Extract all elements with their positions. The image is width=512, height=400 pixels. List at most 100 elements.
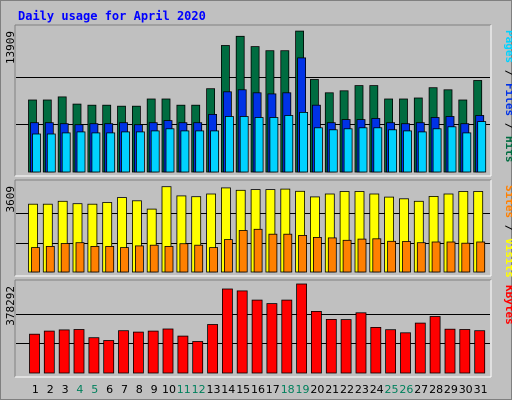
- x-tick-label: 3: [62, 383, 69, 396]
- bar-kbytes: [58, 329, 70, 374]
- y-max-label: 378292: [4, 286, 17, 326]
- bar-kbytes: [43, 330, 55, 374]
- x-tick-label: 12: [192, 383, 206, 396]
- bar-kbytes: [251, 299, 263, 374]
- x-tick-label: 18: [281, 383, 295, 396]
- x-tick-label: 1: [32, 383, 39, 396]
- bar-sites: [149, 244, 159, 273]
- bar-pages: [121, 131, 130, 173]
- bar-pages: [432, 128, 442, 173]
- bar-sites: [194, 244, 204, 273]
- bar-kbytes: [88, 337, 100, 374]
- panel-hits-files-pages: 13909 Pages / Files / Hits: [4, 24, 512, 177]
- legend-entry: Files: [503, 83, 512, 116]
- x-tick-label: 13: [207, 383, 221, 396]
- bar-kbytes: [325, 318, 337, 374]
- bar-pages: [224, 116, 234, 173]
- bar-kbytes: [281, 299, 293, 374]
- x-tick-label: 5: [91, 383, 98, 396]
- bar-sites: [327, 237, 337, 273]
- panel-visits-sites: 3609 Sites / Visits: [4, 179, 512, 278]
- bar-kbytes: [355, 312, 367, 374]
- x-tick-label: 19: [296, 383, 310, 396]
- bar-pages: [477, 121, 487, 173]
- bar-pages: [358, 127, 368, 173]
- bar-pages: [76, 131, 86, 173]
- bar-sites: [431, 241, 441, 273]
- bar-sites: [90, 245, 100, 273]
- bar-kbytes: [296, 283, 308, 374]
- x-tick-label: 10: [162, 383, 176, 396]
- x-tick-label: 31: [474, 383, 488, 396]
- chart-title: Daily usage for April 2020: [18, 9, 206, 23]
- bar-sites: [357, 238, 367, 273]
- bar-sites: [31, 247, 40, 273]
- bar-kbytes: [236, 290, 248, 374]
- bar-kbytes: [29, 333, 40, 374]
- bar-pages: [254, 117, 264, 173]
- x-tick-label: 30: [459, 383, 473, 396]
- x-tick-label: 27: [414, 383, 428, 396]
- bar-sites: [45, 245, 55, 273]
- bar-pages: [46, 133, 56, 173]
- legend-entry: Visits: [503, 238, 512, 278]
- x-tick-label: 16: [251, 383, 265, 396]
- legend-entry: /: [503, 116, 512, 136]
- bar-pages: [195, 130, 205, 173]
- y-max-label: 3609: [4, 186, 17, 213]
- bar-sites: [416, 242, 426, 273]
- bar-pages: [150, 130, 160, 173]
- bar-pages: [91, 132, 101, 173]
- bar-kbytes: [429, 316, 441, 374]
- bar-pages: [403, 130, 412, 173]
- x-tick-label: 26: [399, 383, 413, 396]
- bar-pages: [388, 129, 398, 173]
- bar-kbytes: [132, 331, 144, 374]
- bar-sites: [372, 238, 382, 273]
- bar-pages: [135, 131, 145, 173]
- bar-pages: [32, 133, 41, 173]
- bar-sites: [283, 233, 293, 273]
- legend: Sites / Visits: [503, 185, 512, 278]
- x-tick-label: 29: [444, 383, 458, 396]
- bar-kbytes: [370, 326, 382, 374]
- bar-sites: [342, 239, 352, 273]
- x-tick-label: 7: [121, 383, 128, 396]
- bar-sites: [446, 241, 456, 273]
- bar-kbytes: [444, 328, 456, 374]
- bar-kbytes: [118, 330, 129, 374]
- bar-kbytes: [192, 341, 204, 374]
- bar-kbytes: [221, 288, 233, 374]
- bar-kbytes: [474, 330, 486, 374]
- bar-kbytes: [400, 332, 411, 374]
- bar-sites: [105, 245, 115, 273]
- x-tick-label: 22: [340, 383, 354, 396]
- bar-kbytes: [207, 324, 219, 374]
- bar-kbytes: [162, 328, 174, 374]
- x-tick-label: 6: [106, 383, 113, 396]
- legend-entry: KBytes: [503, 285, 512, 325]
- bar-kbytes: [385, 329, 397, 374]
- bar-kbytes: [73, 329, 85, 374]
- bar-kbytes: [414, 322, 426, 374]
- bar-pages: [417, 131, 427, 173]
- bar-sites: [164, 245, 174, 273]
- bar-sites: [60, 243, 70, 273]
- legend-entry: Pages: [503, 30, 512, 63]
- x-tick-label: 15: [236, 383, 250, 396]
- bar-pages: [313, 127, 323, 173]
- bar-sites: [253, 228, 263, 273]
- legend-entry: /: [503, 218, 512, 238]
- bar-sites: [387, 240, 397, 273]
- bar-pages: [462, 132, 472, 173]
- bar-sites: [209, 247, 219, 273]
- bar-pages: [106, 132, 116, 173]
- bar-pages: [210, 130, 220, 173]
- bar-kbytes: [459, 329, 471, 374]
- bar-sites: [476, 241, 486, 273]
- x-tick-label: 8: [136, 383, 143, 396]
- bar-kbytes: [266, 303, 278, 374]
- x-tick-label: 11: [177, 383, 191, 396]
- x-tick-label: 28: [429, 383, 443, 396]
- bar-pages: [284, 115, 294, 173]
